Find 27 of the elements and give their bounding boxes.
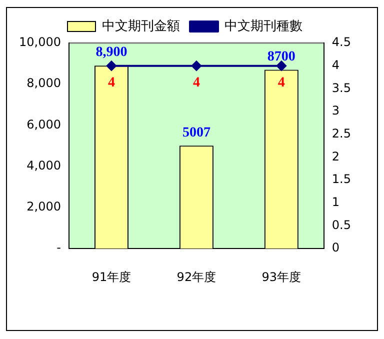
y2-tick-label: 0.5 bbox=[332, 218, 352, 232]
y-tick-label: 8,000 bbox=[26, 76, 61, 90]
data-label: 4 bbox=[108, 75, 115, 90]
y-tick-label: 2,000 bbox=[26, 200, 61, 214]
y-tick-label: 10,000 bbox=[18, 35, 61, 50]
legend-label: 中文期刊金額 bbox=[102, 18, 180, 34]
x-tick-label: 93年度 bbox=[262, 270, 302, 284]
y2-tick-label: 3 bbox=[332, 104, 340, 118]
data-label: 8700 bbox=[267, 49, 296, 64]
data-label: 4 bbox=[192, 75, 200, 90]
x-tick-label: 91年度 bbox=[92, 270, 132, 284]
y2-tick-label: 1.5 bbox=[332, 172, 352, 186]
data-label: 5007 bbox=[182, 125, 210, 140]
y2-tick-label: 0 bbox=[332, 240, 340, 255]
y2-tick-label: 1 bbox=[332, 195, 340, 210]
y2-tick-label: 2.5 bbox=[332, 126, 352, 141]
y-tick-label: 4,000 bbox=[26, 158, 61, 172]
legend-label: 中文期刊種數 bbox=[224, 18, 302, 34]
y2-tick-label: 3.5 bbox=[332, 80, 352, 95]
data-label: 4 bbox=[278, 75, 285, 90]
data-label: 8,900 bbox=[96, 45, 128, 60]
y-tick-label: - bbox=[56, 240, 61, 255]
x-tick-label: 92年度 bbox=[176, 270, 216, 284]
y2-tick-label: 4.5 bbox=[332, 35, 352, 50]
y2-tick-label: 2 bbox=[332, 149, 340, 164]
y2-tick-label: 4 bbox=[332, 58, 340, 72]
y-tick-label: 6,000 bbox=[26, 117, 61, 132]
